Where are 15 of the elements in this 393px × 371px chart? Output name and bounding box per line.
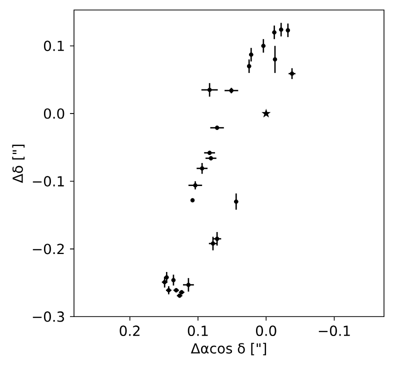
x-tick-label: 0.2: [120, 326, 140, 336]
point: [262, 109, 270, 118]
x-tick-label: 0.0: [256, 326, 276, 336]
point: [186, 282, 191, 288]
y-tick-label: 0.0: [44, 108, 64, 119]
point: [207, 88, 212, 92]
y-axis-title: Δδ ["]: [12, 144, 25, 184]
x-tick-label: −0.1: [318, 326, 350, 336]
x-axis-title: Δαcos δ ["]: [190, 343, 266, 356]
x-tick-label: 0.1: [188, 326, 208, 336]
y-tick-label: 0.1: [44, 40, 64, 52]
y-tick-label: −0.3: [32, 312, 64, 322]
y-tick-label: −0.1: [32, 176, 64, 187]
point: [200, 166, 204, 171]
y-tick-label: −0.2: [32, 244, 64, 254]
